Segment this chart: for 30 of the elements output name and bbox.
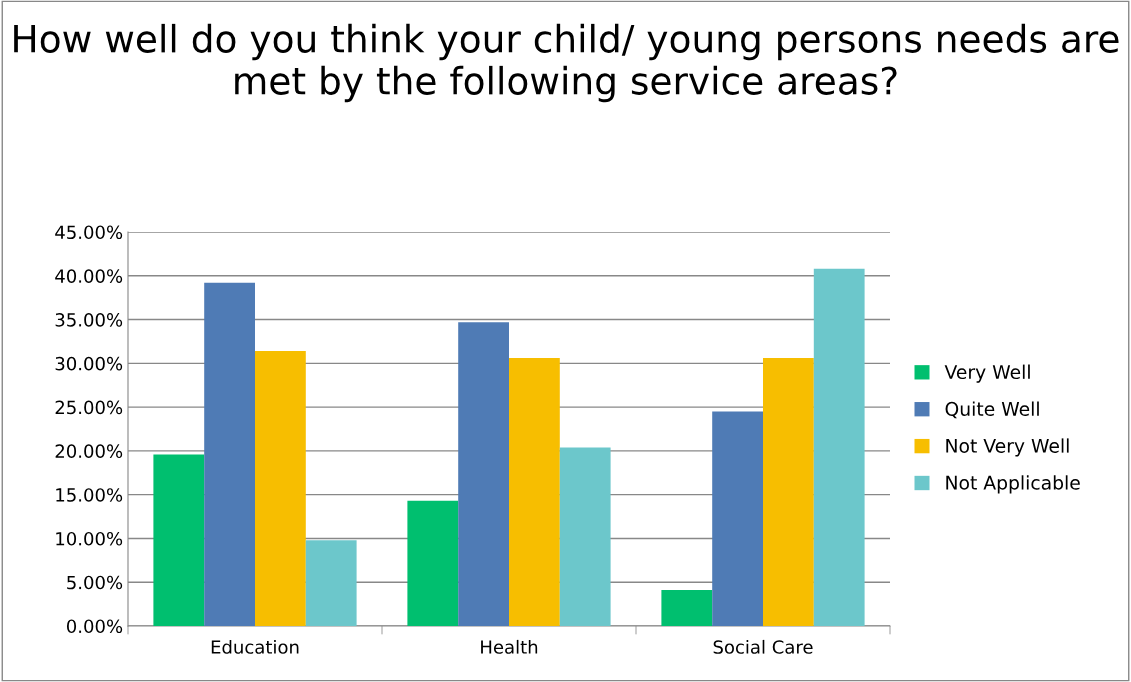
bar: [661, 590, 713, 626]
y-tick-label: 0.00%: [66, 619, 123, 634]
y-tick-label: 5.00%: [67, 575, 123, 590]
y-tick-label: 10.00%: [56, 531, 123, 546]
legend-label: Very Well: [944, 364, 1030, 383]
chart-title: How well do you think your child/ young persons needs are met by the following service areas?: [14, 23, 1119, 103]
legend-label: Not Applicable: [946, 475, 1080, 494]
legend-label: Not Very Well: [946, 438, 1069, 457]
bar: [255, 351, 306, 626]
y-tick-label: 25.00%: [55, 400, 123, 415]
bar: [407, 500, 459, 626]
y-tick-label: 30.00%: [55, 356, 123, 371]
bar: [153, 454, 205, 626]
bar: [509, 358, 560, 626]
bar: [204, 282, 255, 626]
y-tick-label: 35.00%: [55, 313, 123, 327]
bar: [305, 540, 357, 626]
y-tick-label: 40.00%: [55, 269, 123, 283]
y-tick-label: 45.00%: [55, 225, 123, 240]
bar: [712, 411, 763, 626]
y-tick-label: 15.00%: [56, 488, 123, 502]
x-tick-label: Social Care: [713, 639, 813, 654]
x-tick-label: Health: [481, 639, 538, 654]
legend-label: Quite Well: [945, 401, 1039, 419]
y-tick-label: 20.00%: [55, 444, 123, 459]
bar: [559, 447, 611, 626]
bar: [763, 358, 814, 626]
x-tick-label: Education: [211, 639, 299, 654]
bar: [813, 268, 865, 626]
bar: [458, 322, 509, 626]
